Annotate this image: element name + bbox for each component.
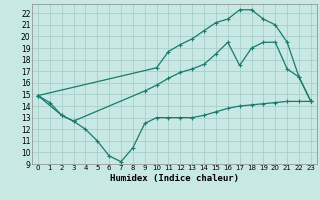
X-axis label: Humidex (Indice chaleur): Humidex (Indice chaleur) bbox=[110, 174, 239, 183]
